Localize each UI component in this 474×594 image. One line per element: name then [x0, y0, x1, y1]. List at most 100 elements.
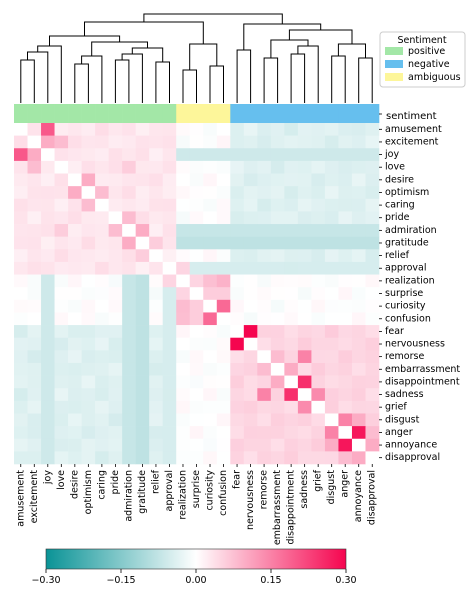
sentiment-cell-sadness: [297, 104, 312, 123]
heatmap-cell-disgust-disappointment: [284, 413, 299, 427]
sentiment-cell-fear: [230, 104, 245, 123]
heatmap-cell-nervousness-optimism: [81, 337, 96, 351]
heatmap-cell-love-admiration: [122, 160, 136, 174]
heatmap-cell-caring-admiration: [122, 198, 136, 212]
heatmap-cell-gratitude-curiosity: [203, 236, 218, 250]
heatmap-cell-nervousness-desire: [68, 337, 82, 351]
heatmap-cell-approval-sadness: [297, 261, 312, 275]
heatmap-cell-disapproval-pride: [108, 451, 123, 465]
heatmap-cell-realization-surprise: [189, 274, 204, 288]
heatmap-cell-excitement-admiration: [122, 135, 136, 149]
heatmap-cell-admiration-amusement: [14, 224, 28, 237]
heatmap-cell-grief-love: [54, 400, 69, 414]
heatmap-cell-sadness-relief: [149, 388, 164, 402]
heatmap-cell-annoyance-anger: [338, 438, 353, 452]
heatmap-cell-confusion-approval: [162, 312, 177, 326]
heatmap-cell-remorse-grief: [311, 350, 326, 364]
heatmap-cell-pride-caring: [95, 211, 109, 225]
heatmap-cell-joy-fear: [230, 148, 245, 162]
heatmap-cell-love-gratitude: [135, 160, 150, 174]
heatmap-cell-disapproval-confusion: [216, 451, 231, 465]
heatmap-cell-caring-desire: [68, 198, 82, 212]
heatmap-cell-sadness-joy: [41, 388, 55, 402]
heatmap-cell-disapproval-desire: [68, 451, 82, 465]
heatmap-cell-love-realization: [176, 160, 191, 174]
dendrogram-link-24: [84, 21, 204, 44]
heatmap-cell-realization-love: [54, 274, 69, 288]
heatmap-cell-pride-pride: [108, 211, 123, 225]
heatmap-cell-remorse-gratitude: [135, 350, 150, 364]
heatmap-cell-amusement-disappointment: [284, 123, 299, 136]
heatmap-cell-sadness-optimism: [81, 388, 96, 402]
heatmap-cell-nervousness-embarrassment: [270, 337, 285, 351]
heatmap-cell-love-disapproval: [365, 160, 380, 174]
heatmap-cell-approval-desire: [68, 261, 82, 275]
row-label-disapproval: disapproval: [385, 452, 440, 463]
heatmap-cell-curiosity-surprise: [189, 299, 204, 313]
heatmap-cell-embarrassment-relief: [149, 362, 164, 376]
heatmap-cell-curiosity-remorse: [257, 299, 272, 313]
col-label-caring: caring: [96, 470, 107, 500]
heatmap-cell-joy-relief: [149, 148, 164, 162]
heatmap-cell-caring-relief: [149, 198, 164, 212]
dendrogram-link-4: [81, 55, 103, 103]
heatmap-cell-realization-pride: [108, 274, 123, 288]
heatmap-cell-surprise-pride: [108, 287, 123, 301]
heatmap-cell-sadness-confusion: [216, 388, 231, 402]
heatmap-cell-love-caring: [95, 160, 109, 174]
heatmap-cell-amusement-optimism: [81, 123, 96, 136]
row-label-confusion: confusion: [385, 313, 431, 324]
heatmap-cell-curiosity-disapproval: [365, 299, 380, 313]
heatmap-cell-caring-caring: [95, 198, 109, 212]
heatmap-cell-curiosity-optimism: [81, 299, 96, 313]
heatmap-cell-relief-optimism: [81, 249, 96, 263]
heatmap-cell-remorse-surprise: [189, 350, 204, 364]
row-label-grief: grief: [385, 402, 407, 413]
heatmap-cell-disappointment-fear: [230, 375, 245, 389]
heatmap-cell-annoyance-curiosity: [203, 438, 218, 452]
heatmap-cell-nervousness-amusement: [14, 337, 28, 351]
heatmap-cell-sadness-anger: [338, 388, 353, 402]
heatmap-cell-disapproval-caring: [95, 451, 109, 465]
heatmap-cell-grief-optimism: [81, 400, 96, 414]
heatmap-cell-confusion-amusement: [14, 312, 28, 326]
heatmap-cell-joy-pride: [108, 148, 123, 162]
heatmap-cell-confusion-relief: [149, 312, 164, 326]
heatmap-cell-nervousness-joy: [41, 337, 55, 351]
heatmap-cell-sadness-realization: [176, 388, 191, 402]
row-label-pride: pride: [385, 212, 410, 223]
heatmap-cell-relief-embarrassment: [270, 249, 285, 263]
heatmap-cell-remorse-excitement: [27, 350, 42, 364]
heatmap-cell-amusement-disapproval: [365, 123, 380, 136]
heatmap-cell-joy-disapproval: [365, 148, 380, 162]
heatmap-cell-surprise-fear: [230, 287, 245, 301]
heatmap-cell-surprise-desire: [68, 287, 82, 301]
sentiment-cell-excitement: [27, 104, 42, 123]
heatmap-cell-embarrassment-love: [54, 362, 69, 376]
heatmap-cell-nervousness-annoyance: [351, 337, 366, 351]
heatmap-cell-anger-amusement: [14, 426, 28, 440]
heatmap-cell-pride-realization: [176, 211, 191, 225]
heatmap-cell-fear-remorse: [257, 325, 272, 338]
heatmap-cell-anger-annoyance: [351, 426, 366, 440]
heatmap-cell-curiosity-desire: [68, 299, 82, 313]
heatmap-cell-relief-curiosity: [203, 249, 218, 263]
heatmap-cell-joy-excitement: [27, 148, 42, 162]
heatmap-cell-fear-annoyance: [351, 325, 366, 338]
heatmap-cell-surprise-realization: [176, 287, 191, 301]
heatmap-cell-admiration-curiosity: [203, 224, 218, 237]
heatmap-cells: [14, 123, 380, 465]
heatmap-cell-anger-surprise: [189, 426, 204, 440]
row-label-approval: approval: [385, 263, 426, 274]
heatmap-cell-disapproval-anger: [338, 451, 353, 465]
heatmap-cell-disapproval-fear: [230, 451, 245, 465]
heatmap-cell-confusion-fear: [230, 312, 245, 326]
heatmap-cell-grief-disapproval: [365, 400, 380, 414]
heatmap-cell-embarrassment-fear: [230, 362, 245, 376]
heatmap-cell-annoyance-pride: [108, 438, 123, 452]
heatmap-cell-grief-disappointment: [284, 400, 299, 414]
heatmap-cell-anger-embarrassment: [270, 426, 285, 440]
heatmap-cell-desire-gratitude: [135, 173, 150, 187]
heatmap-cell-surprise-disappointment: [284, 287, 299, 301]
heatmap-cell-caring-gratitude: [135, 198, 150, 212]
